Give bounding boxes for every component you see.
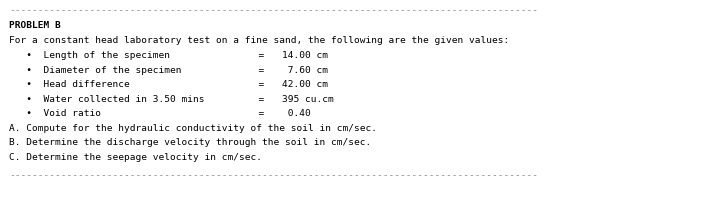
Text: =: = [247,80,276,89]
Text: 0.40: 0.40 [282,109,311,118]
Text: •  Head difference: • Head difference [9,80,130,89]
Text: =: = [247,94,276,103]
Text: --------------------------------------------------------------------------------: ----------------------------------------… [9,170,538,179]
Text: 42.00 cm: 42.00 cm [282,80,328,89]
Text: =: = [247,65,276,74]
Text: A. Compute for the hydraulic conductivity of the soil in cm/sec.: A. Compute for the hydraulic conductivit… [9,123,377,132]
Text: =: = [247,109,276,118]
Text: --------------------------------------------------------------------------------: ----------------------------------------… [9,6,538,15]
Text: PROBLEM B: PROBLEM B [9,21,61,30]
Text: For a constant head laboratory test on a fine sand, the following are the given : For a constant head laboratory test on a… [9,36,510,45]
Text: =: = [247,51,276,60]
Text: •  Water collected in 3.50 mins: • Water collected in 3.50 mins [9,94,205,103]
Text: •  Void ratio: • Void ratio [9,109,101,118]
Text: 395 cu.cm: 395 cu.cm [282,94,334,103]
Text: C. Determine the seepage velocity in cm/sec.: C. Determine the seepage velocity in cm/… [9,152,262,161]
Text: B. Determine the discharge velocity through the soil in cm/sec.: B. Determine the discharge velocity thro… [9,137,371,146]
Text: 7.60 cm: 7.60 cm [282,65,328,74]
Text: •  Diameter of the specimen: • Diameter of the specimen [9,65,181,74]
Text: 14.00 cm: 14.00 cm [282,51,328,60]
Text: •  Length of the specimen: • Length of the specimen [9,51,170,60]
